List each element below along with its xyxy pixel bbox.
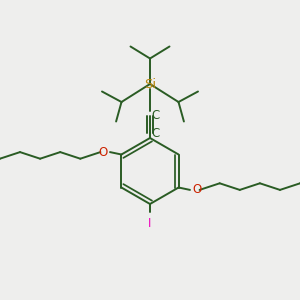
- Text: C: C: [151, 109, 160, 122]
- Text: Si: Si: [144, 77, 156, 91]
- Text: O: O: [99, 146, 108, 159]
- Text: C: C: [151, 127, 160, 140]
- Text: O: O: [192, 183, 201, 196]
- Text: I: I: [148, 217, 152, 230]
